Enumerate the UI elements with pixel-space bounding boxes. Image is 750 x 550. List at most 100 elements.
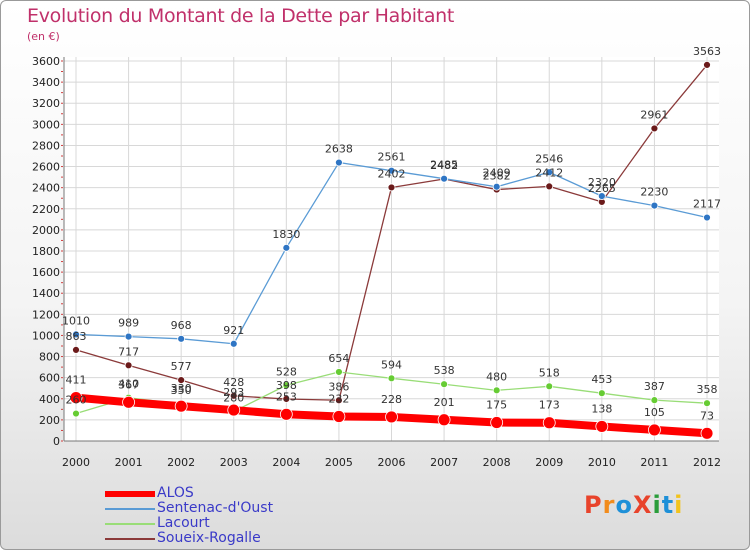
data-label-sentenac-d-oust: 921 [223, 324, 244, 337]
data-point-alos [542, 416, 556, 430]
logo-letter: o [615, 491, 633, 519]
y-tick-label: 200 [39, 414, 60, 427]
legend-swatch-lacourt [105, 523, 155, 525]
data-label-sentenac-d-oust: 2485 [430, 159, 458, 172]
data-point-lacourt [387, 374, 396, 383]
data-label-sentenac-d-oust: 2117 [693, 198, 721, 211]
data-label-lacourt: 518 [539, 366, 560, 379]
data-label-lacourt: 387 [644, 380, 665, 393]
data-point-lacourt [650, 396, 659, 405]
data-point-lacourt [545, 382, 554, 391]
data-label-alos: 105 [644, 406, 665, 419]
data-label-sentenac-d-oust: 2546 [535, 152, 563, 165]
y-tick-label: 1600 [32, 266, 60, 279]
y-tick-label: 1000 [32, 329, 60, 342]
data-label-sentenac-d-oust: 2230 [640, 186, 668, 199]
data-label-soueix-rogalle: 863 [66, 330, 87, 343]
data-label-lacourt: 350 [171, 384, 192, 397]
x-tick-label: 2001 [115, 456, 143, 469]
data-point-lacourt [440, 380, 448, 389]
x-tick-label: 2003 [220, 456, 248, 469]
data-label-soueix-rogalle: 2482 [430, 159, 458, 172]
data-point-alos [174, 399, 188, 413]
logo-letter: r [602, 491, 616, 519]
data-label-alos: 138 [591, 402, 612, 415]
data-point-alos [437, 413, 451, 427]
legend-swatch-soueix-rogalle [105, 538, 155, 540]
x-tick-label: 2008 [483, 456, 511, 469]
data-point-sentenac-d-oust [177, 334, 186, 343]
data-point-lacourt [597, 389, 606, 398]
logo-letter: X [632, 491, 653, 519]
legend-item-sentenac-d-oust: Sentenac-d'Oust [105, 500, 345, 517]
data-point-soueix-rogalle [387, 183, 396, 192]
data-point-alos [69, 391, 83, 405]
data-label-soueix-rogalle: 577 [171, 360, 192, 373]
legend-swatch-sentenac-d-oust [105, 508, 155, 510]
logo-letter: i [674, 491, 684, 519]
data-point-lacourt [335, 368, 343, 376]
data-label-soueix-rogalle: 398 [276, 379, 297, 392]
x-tick-label: 2005 [325, 456, 353, 469]
y-tick-label: 2800 [32, 139, 60, 152]
data-label-soueix-rogalle: 2412 [535, 166, 563, 179]
data-point-lacourt [703, 399, 711, 408]
y-tick-label: 2400 [32, 182, 60, 195]
data-label-soueix-rogalle: 428 [223, 376, 244, 389]
data-label-soueix-rogalle: 386 [328, 380, 349, 393]
data-label-alos: 175 [486, 399, 507, 412]
data-point-sentenac-d-oust [440, 174, 448, 183]
x-tick-label: 2002 [167, 456, 195, 469]
data-point-sentenac-d-oust [282, 243, 291, 252]
data-point-alos [700, 426, 714, 440]
data-point-sentenac-d-oust [650, 201, 659, 210]
chart-title: Evolution du Montant de la Dette par Hab… [27, 5, 455, 27]
legend-label-alos: ALOS [157, 485, 194, 501]
y-tick-label: 1200 [32, 308, 60, 321]
data-label-alos: 293 [223, 386, 244, 399]
data-point-soueix-rogalle [177, 376, 186, 384]
data-label-soueix-rogalle: 2382 [483, 170, 511, 183]
y-tick-label: 1800 [32, 245, 60, 258]
data-label-sentenac-d-oust: 2320 [588, 176, 616, 189]
data-point-sentenac-d-oust [335, 158, 343, 167]
data-point-lacourt [282, 381, 291, 390]
x-tick-label: 2009 [535, 456, 563, 469]
y-tick-label: 0 [53, 435, 60, 448]
data-point-alos [332, 410, 346, 423]
y-tick-label: 2000 [32, 224, 60, 237]
data-point-alos [122, 395, 135, 409]
data-point-alos [279, 407, 293, 421]
data-point-soueix-rogalle [229, 391, 238, 400]
legend-label-sentenac-d-oust: Sentenac-d'Oust [157, 500, 274, 516]
data-label-alos: 73 [700, 409, 714, 422]
data-label-lacourt: 358 [697, 383, 718, 396]
data-point-sentenac-d-oust [387, 166, 396, 175]
y-tick-label: 800 [39, 351, 60, 364]
logo-letter: i [652, 491, 662, 519]
y-tick-label: 2200 [32, 203, 60, 216]
data-label-alos: 330 [171, 382, 192, 395]
data-point-soueix-rogalle [282, 395, 291, 403]
legend-item-lacourt: Lacourt [105, 515, 345, 532]
data-point-soueix-rogalle [124, 361, 133, 370]
logo-letter: P [584, 491, 603, 519]
data-label-alos: 367 [118, 378, 139, 391]
data-point-sentenac-d-oust [492, 182, 501, 191]
data-point-sentenac-d-oust [597, 192, 606, 201]
data-label-sentenac-d-oust: 1830 [272, 228, 300, 241]
legend-label-soueix-rogalle: Soueix-Rogalle [157, 530, 261, 546]
data-point-sentenac-d-oust [124, 332, 133, 341]
data-point-lacourt [492, 386, 501, 395]
x-tick-label: 2012 [693, 456, 721, 469]
y-tick-label: 3200 [32, 97, 60, 110]
data-label-soueix-rogalle: 3563 [693, 45, 721, 58]
data-label-lacourt: 260 [66, 394, 87, 407]
data-label-alos: 253 [276, 390, 297, 403]
data-label-alos: 173 [539, 399, 560, 412]
data-label-soueix-rogalle: 2402 [378, 167, 406, 180]
data-point-alos [490, 416, 504, 429]
data-point-soueix-rogalle [545, 182, 554, 191]
data-point-alos [227, 403, 241, 417]
x-tick-label: 2006 [378, 456, 406, 469]
